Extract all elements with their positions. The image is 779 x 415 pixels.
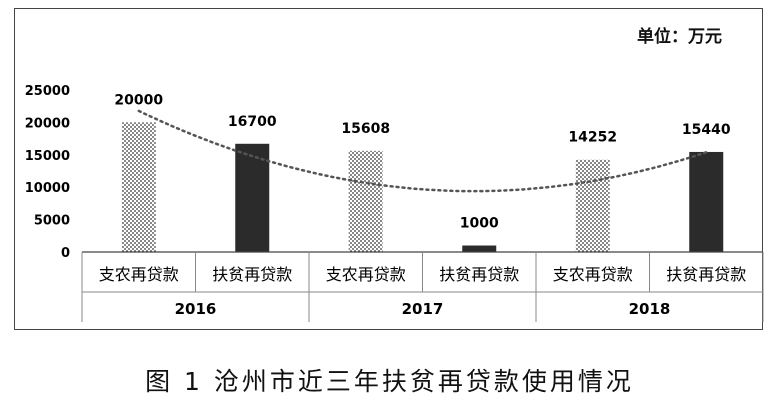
unit-label: 单位：万元 <box>637 27 722 47</box>
category-label: 扶贫再贷款 <box>666 265 746 284</box>
y-tick-label: 15000 <box>25 149 70 164</box>
category-label: 支农再贷款 <box>99 265 179 284</box>
category-label: 扶贫再贷款 <box>212 265 292 284</box>
data-label: 20000 <box>114 92 163 108</box>
y-tick-label: 25000 <box>25 84 70 99</box>
figure-caption: 图 1 沧州市近三年扶贫再贷款使用情况 <box>145 367 634 396</box>
data-label: 14252 <box>568 130 617 146</box>
bars <box>121 122 724 253</box>
category-label: 扶贫再贷款 <box>439 265 519 284</box>
data-label: 15440 <box>682 122 731 138</box>
y-tick-label: 5000 <box>34 214 70 229</box>
polynomial-trendline <box>137 109 708 193</box>
bar-agriculture-support <box>575 159 610 252</box>
x-axis: 支农再贷款 扶贫再贷款 支农再贷款 扶贫再贷款 支农再贷款 扶贫再贷款 2016 2017 20… <box>81 251 764 322</box>
y-tick-label: 10000 <box>25 181 70 196</box>
y-axis-ticks: 0 5000 10000 15000 20000 25000 <box>25 84 70 261</box>
bar-poverty-relief <box>235 143 270 252</box>
data-label: 1000 <box>460 216 499 232</box>
bar-poverty-relief <box>689 151 724 252</box>
bar-agriculture-support <box>348 150 383 252</box>
category-label: 支农再贷款 <box>326 265 406 284</box>
group-label: 2018 <box>629 300 671 318</box>
data-label: 15608 <box>341 121 390 137</box>
data-labels: 20000 16700 15608 1000 14252 15440 <box>114 92 730 231</box>
data-label: 16700 <box>228 114 277 130</box>
group-label: 2017 <box>402 300 444 318</box>
bar-agriculture-support <box>121 122 156 253</box>
y-tick-label: 20000 <box>25 116 70 131</box>
group-label: 2016 <box>175 300 217 318</box>
y-tick-label: 0 <box>61 246 70 261</box>
trendline <box>137 109 708 193</box>
bar-chart: 0 5000 10000 15000 20000 25000 20000 16700 1560… <box>25 84 764 322</box>
bar-poverty-relief <box>462 245 497 252</box>
category-label: 支农再贷款 <box>553 265 633 284</box>
chart-frame <box>14 8 763 330</box>
